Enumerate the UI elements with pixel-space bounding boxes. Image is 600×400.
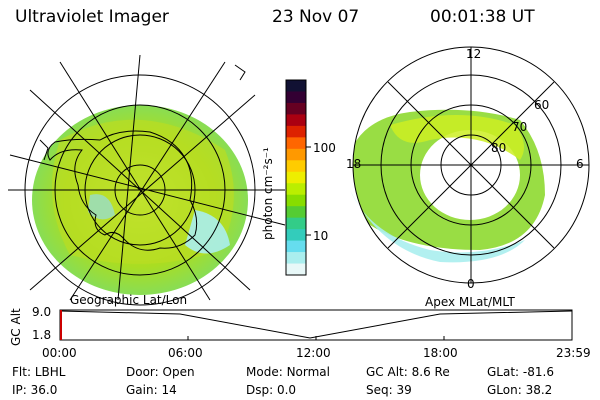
altitude-xtick-0000: 00:00: [42, 346, 77, 360]
colorbar-segment: [286, 217, 306, 230]
colorbar-segment: [286, 102, 306, 115]
altitude-plot: [59, 309, 573, 341]
info-mode-value: Normal: [286, 365, 330, 379]
colorbar-segment: [286, 114, 306, 127]
mlat-label-80: 80: [491, 141, 507, 155]
coast-fragment-1: [39, 139, 49, 161]
right-aurora-oval: [353, 109, 545, 250]
info-door: Door: Open: [126, 365, 195, 379]
info-flt: Flt: LBHL: [12, 365, 66, 379]
colorbar-segment: [286, 194, 306, 207]
colorbar-segment: [286, 171, 306, 184]
info-gain: Gain: 14: [126, 383, 177, 397]
image-time: 00:01:38 UT: [430, 7, 535, 27]
colorbar-segment: [286, 206, 306, 219]
info-dsp: Dsp: 0.0: [246, 383, 297, 397]
info-ip: IP: 36.0: [12, 383, 58, 397]
colorbar-segment: [286, 183, 306, 196]
altitude-xtick-1200: 12:00: [296, 346, 331, 360]
info-seq: Seq: 39: [366, 383, 412, 397]
info-glon-value: 38.2: [525, 383, 553, 397]
altitude-xtick-0600: 06:00: [168, 346, 203, 360]
mlt-label-0: 0: [467, 277, 475, 291]
antarctica-coastline: [47, 130, 198, 251]
colorbar-tick-10: 10: [313, 229, 329, 243]
mlt-label-18: 18: [346, 157, 362, 171]
colorbar-segment: [286, 229, 306, 242]
colorbar-unit-label: photon cm⁻²s⁻¹: [261, 147, 275, 240]
altitude-ytick-low: 1.8: [32, 328, 52, 342]
colorbar-segment: [286, 91, 306, 104]
geographic-map: [8, 54, 286, 306]
info-flt-value: LBHL: [34, 365, 66, 379]
colorbar-tick-100: 100: [313, 141, 336, 155]
left-grid: [8, 54, 286, 306]
image-date: 23 Nov 07: [272, 7, 360, 27]
colorbar: [285, 79, 311, 276]
mlt-label-6: 6: [576, 157, 584, 171]
left-aurora-cyan-patch-2: [88, 194, 115, 220]
colorbar-segment: [286, 160, 306, 173]
altitude-xtick-2359: 23:59: [556, 346, 591, 360]
info-gc-alt: GC Alt: 8.6 Re: [366, 365, 450, 379]
mlt-label-12: 12: [466, 47, 482, 61]
mlat-label-60: 60: [534, 98, 550, 112]
right-map-caption: Apex MLat/MLT: [425, 295, 515, 309]
info-gain-value: 14: [161, 383, 177, 397]
info-glat: GLat: -81.6: [487, 365, 554, 379]
altitude-xtick-1800: 18:00: [423, 346, 458, 360]
right-aurora-bright-band: [390, 115, 524, 160]
colorbar-segment: [286, 252, 306, 265]
info-ip-value: 36.0: [30, 383, 58, 397]
mlat-label-70: 70: [512, 120, 528, 134]
right-grid: [352, 46, 590, 284]
info-gc-alt-value: 8.6 Re: [411, 365, 450, 379]
magnetic-map: [350, 46, 590, 284]
coast-fragment-2: [234, 64, 246, 81]
colorbar-segment: [286, 80, 306, 92]
info-door-value: Open: [162, 365, 195, 379]
colorbar-segment: [286, 263, 306, 276]
info-glat-value: -81.6: [522, 365, 554, 379]
instrument-title: Ultraviolet Imager: [15, 7, 169, 27]
altitude-ytick-high: 9.0: [32, 305, 52, 319]
colorbar-segment: [286, 148, 306, 161]
colorbar-segment: [286, 125, 306, 138]
colorbar-segment: [286, 240, 306, 253]
left-map-caption: Geographic Lat/Lon: [70, 293, 188, 307]
colorbar-segment: [286, 137, 306, 150]
info-dsp-value: 0.0: [276, 383, 297, 397]
info-seq-value: 39: [396, 383, 412, 397]
info-mode: Mode: Normal: [246, 365, 330, 379]
altitude-ylabel: GC Alt: [9, 308, 23, 346]
info-glon: GLon: 38.2: [487, 383, 553, 397]
